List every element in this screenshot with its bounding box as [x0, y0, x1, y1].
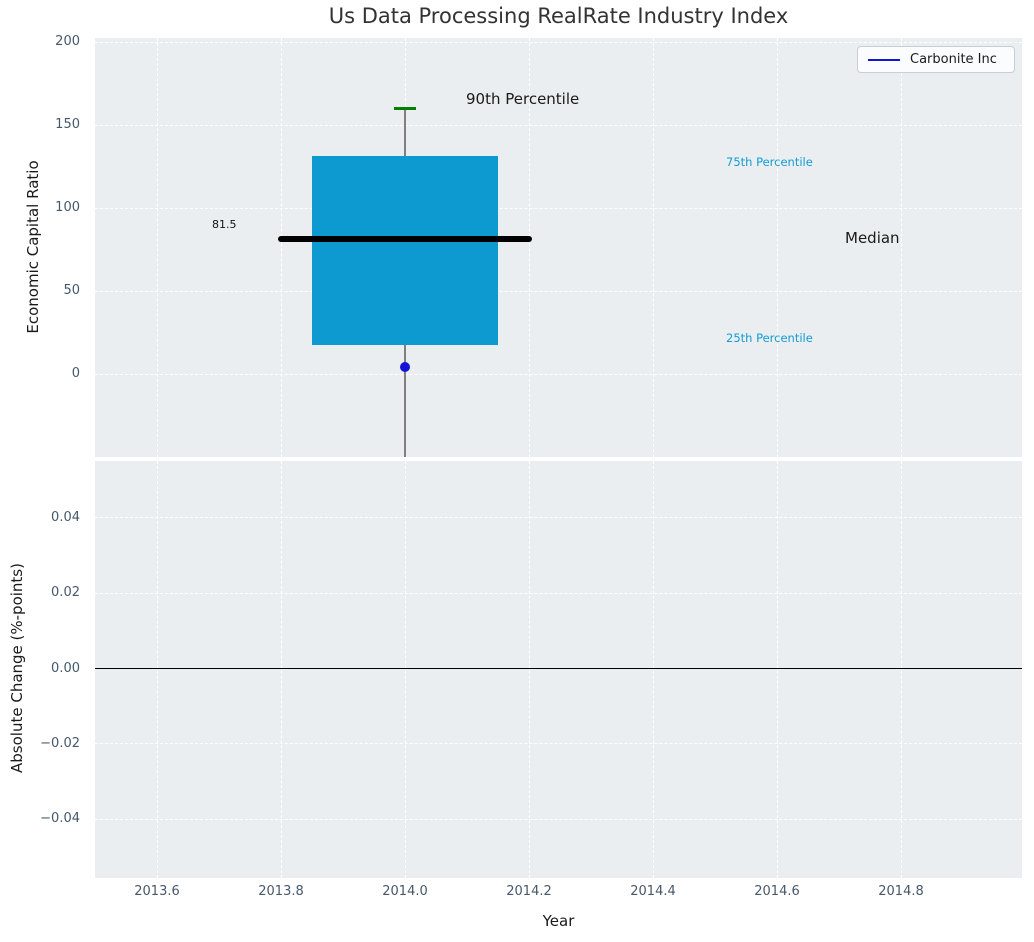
vertical-gridline [652, 38, 654, 457]
x-tick-label: 2014.2 [506, 884, 552, 899]
y-tick-label: 0.02 [51, 585, 80, 601]
horizontal-gridline [95, 743, 1022, 745]
y-tick-label: 0.04 [51, 509, 80, 525]
legend-label: Carbonite Inc [910, 52, 997, 67]
horizontal-gridline [95, 373, 1022, 375]
horizontal-gridline [95, 290, 1022, 292]
p90-cap [393, 106, 417, 110]
horizontal-gridline [95, 124, 1022, 126]
x-tick-label: 2014.6 [754, 884, 800, 899]
vertical-gridline [156, 461, 158, 878]
vertical-gridline [900, 461, 902, 878]
annotation-25th-percentile: 25th Percentile [726, 331, 813, 345]
carbonite-point [400, 362, 410, 373]
top-plot-area [95, 38, 1022, 457]
horizontal-gridline [95, 818, 1022, 820]
top-y-axis-label: Economic Capital Ratio [24, 160, 42, 334]
y-tick-label: 100 [55, 200, 80, 215]
y-tick-label: 150 [55, 117, 80, 132]
y-tick-label: 50 [63, 283, 80, 298]
y-tick-label: 0 [71, 366, 80, 381]
horizontal-gridline [95, 517, 1022, 519]
y-tick-label: −0.04 [40, 811, 80, 827]
vertical-gridline [528, 38, 530, 457]
y-tick-label: 0.00 [51, 660, 80, 676]
iqr-box [312, 155, 498, 345]
vertical-gridline [652, 461, 654, 878]
y-tick-label: −0.02 [40, 735, 80, 751]
vertical-gridline [776, 461, 778, 878]
vertical-gridline [280, 38, 282, 457]
x-tick-label: 2014.0 [382, 884, 428, 899]
annotation-median: Median [845, 229, 900, 247]
median-line [277, 235, 533, 242]
x-tick-label: 2014.8 [878, 884, 924, 899]
y-tick-label: 200 [55, 34, 80, 49]
horizontal-gridline [95, 207, 1022, 209]
vertical-gridline [776, 38, 778, 457]
annotation-75th-percentile: 75th Percentile [726, 155, 813, 169]
bottom-plot-area [95, 461, 1022, 878]
vertical-gridline [900, 38, 902, 457]
annotation-median-value: 81.5 [212, 218, 237, 231]
horizontal-gridline [95, 41, 1022, 43]
chart-title: Us Data Processing RealRate Industry Ind… [328, 4, 789, 28]
x-tick-label: 2013.6 [134, 884, 180, 899]
legend-line-icon [868, 58, 900, 61]
legend: Carbonite Inc [857, 46, 1015, 73]
x-axis-label: Year [542, 912, 575, 930]
zero-line [95, 667, 1022, 670]
x-tick-label: 2013.8 [258, 884, 304, 899]
x-tick-label: 2014.4 [630, 884, 676, 899]
vertical-gridline [404, 461, 406, 878]
vertical-gridline [156, 38, 158, 457]
horizontal-gridline [95, 592, 1022, 594]
vertical-gridline [528, 461, 530, 878]
vertical-gridline [280, 461, 282, 878]
annotation-90th-percentile: 90th Percentile [466, 90, 580, 108]
